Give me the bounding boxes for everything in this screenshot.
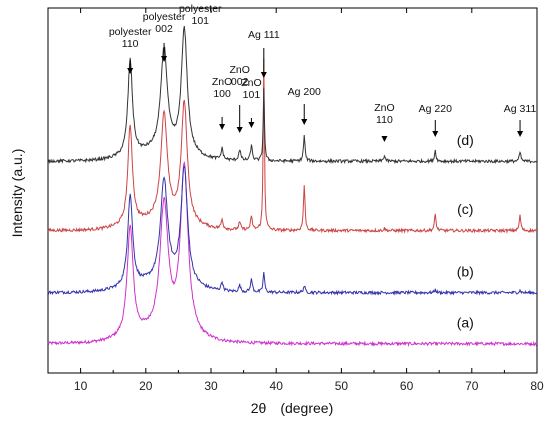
series-layer [47,25,538,347]
peak-arrow-head [260,72,267,78]
x-axis-title: 2θ (degree) [251,400,334,416]
x-axis-ticks: 10 20 30 40 50 60 70 80 [47,8,544,393]
series-labels: (a) (b) (c) (d) [457,132,474,331]
series-label-3: (d) [457,132,474,148]
peak-annotation-label: 110 [122,38,139,50]
peak-annotation-label: ZnO [229,64,249,76]
peak-annotation-label: ZnO [212,76,232,88]
x-tick-label: 60 [400,379,414,393]
x-tick-label: 70 [465,379,479,393]
series-line-1 [47,165,538,296]
x-tick-label: 40 [270,379,284,393]
x-tick-label: 80 [530,379,544,393]
series-label-0: (a) [457,314,474,330]
y-axis-title: Intensity (a.u.) [9,149,25,238]
series-line-0 [47,160,538,347]
peak-arrow-head [432,131,439,137]
peak-annotation-label: 002 [155,23,173,35]
peak-annotation-label: Ag 200 [288,86,321,98]
peak-arrow-head [219,124,226,130]
peak-annotation-label: polyester [143,11,186,23]
peak-annotation-label: ZnO [374,102,394,114]
peak-arrow-head [161,56,168,62]
plot-frame [47,7,538,374]
peak-annotation-label: 100 [213,88,231,100]
peak-annotation-label: Ag 111 [248,29,280,41]
peak-annotation-label: ZnO [241,77,261,89]
series-label-1: (b) [457,263,474,279]
x-tick-label: 10 [74,379,88,393]
series-line-2 [47,58,538,234]
peak-arrow-head [301,119,308,125]
peak-arrow-head [381,136,388,142]
peak-annotation-label: polyester [179,3,222,15]
peak-arrow-head [127,68,134,74]
x-tick-label: 30 [204,379,218,393]
annotation-layer: polyester110polyester002polyester101ZnO1… [109,3,537,142]
x-tick-label: 50 [335,379,349,393]
peak-annotation-label: 101 [243,89,261,101]
peak-arrow-head [236,127,243,133]
peak-annotation-label: 110 [376,114,393,126]
peak-annotation-label: Ag 220 [419,103,452,115]
peak-annotation-label: Ag 311 [504,103,537,115]
peak-annotation-label: polyester [109,26,152,38]
peak-annotation-label: 101 [192,15,210,27]
peak-arrow-head [248,122,255,128]
series-line-3 [47,25,538,165]
peak-annotation-label: 002 [231,76,249,88]
peak-arrow-head [517,131,524,137]
x-tick-label: 20 [139,379,153,393]
series-label-2: (c) [457,201,473,217]
